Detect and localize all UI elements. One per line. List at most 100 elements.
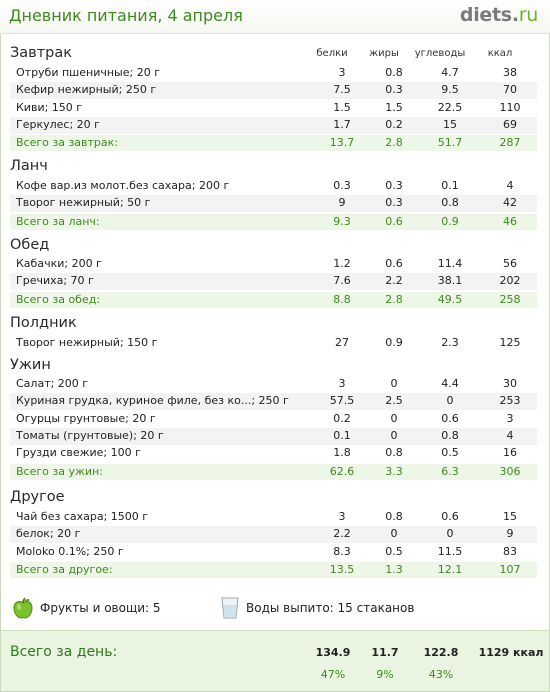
food-fat: 0 — [390, 411, 398, 425]
food-name: Салат; 200 г — [16, 377, 89, 390]
food-row[interactable]: Гречиха; 70 г 7.6 2.2 38.1 202 — [10, 273, 537, 291]
food-kcal: 4 — [506, 428, 514, 442]
food-fat: 0.6 — [385, 257, 403, 270]
food-kcal: 4 — [506, 179, 514, 192]
meal-title-other: Другое — [10, 489, 65, 505]
food-row[interactable]: Кофе вар.из молот.без сахара; 200 г 0.3 0.… — [10, 178, 537, 195]
food-carbs: 0.8 — [441, 196, 459, 210]
meal-total-protein: 62.6 — [329, 464, 355, 478]
column-headers: белки жиры углеводы ккал — [0, 48, 550, 64]
meal-total-row-other: Всего за другое: 13.5 1.3 12.1 107 — [10, 560, 537, 578]
food-carbs: 0.6 — [441, 510, 459, 523]
food-row[interactable]: Чай без сахара; 1500 г 3 0.8 0.6 15 — [10, 509, 537, 526]
food-fat: 0.8 — [385, 510, 403, 523]
meal-total-fat: 3.3 — [385, 464, 403, 478]
food-row[interactable]: Moloko 0.1%; 250 г 8.3 0.5 11.5 83 — [10, 544, 537, 561]
food-carbs: 0 — [446, 394, 454, 408]
food-row[interactable]: Куриная грудка, куриное филе, без ко...;… — [10, 393, 537, 411]
food-carbs: 0 — [446, 527, 454, 541]
food-fat: 0.3 — [385, 179, 403, 192]
food-row[interactable]: белок; 20 г 2.2 0 0 9 — [10, 526, 537, 544]
food-row[interactable]: Томаты (грунтовые); 20 г 0.1 0 0.8 4 — [10, 427, 537, 445]
meal-total-fat: 2.8 — [385, 292, 403, 306]
food-protein: 7.5 — [333, 83, 351, 97]
food-row[interactable]: Отруби пшеничные; 20 г 3 0.8 4.7 38 — [10, 65, 537, 82]
food-kcal: 16 — [503, 446, 517, 460]
meal-total-label: Всего за ланч: — [16, 214, 100, 228]
food-row[interactable]: Кабачки; 200 г 1.2 0.6 11.4 56 — [10, 256, 537, 273]
food-name: Гречиха; 70 г — [16, 274, 94, 288]
food-protein: 3 — [338, 66, 346, 79]
food-kcal: 9 — [506, 527, 514, 541]
food-protein: 2.2 — [333, 527, 351, 541]
food-fat: 0.3 — [385, 83, 403, 97]
day-carbs-percent: 43% — [428, 668, 454, 681]
food-carbs: 0.1 — [441, 179, 459, 192]
day-total-label: Всего за день: — [10, 644, 118, 660]
food-row[interactable]: Салат; 200 г 3 0 4.4 30 — [10, 376, 537, 393]
food-fat: 0.9 — [385, 336, 403, 349]
food-row[interactable]: Кефир нежирный; 250 г 7.5 0.3 9.5 70 — [10, 82, 537, 100]
meal-total-protein: 9.3 — [333, 214, 351, 228]
food-fat: 0.8 — [385, 66, 403, 79]
food-name: Киви; 150 г — [16, 100, 83, 114]
food-protein: 3 — [338, 510, 346, 523]
food-protein: 0.3 — [333, 179, 351, 192]
food-name: Томаты (грунтовые); 20 г — [16, 428, 164, 442]
food-row[interactable]: Творог нежирный; 50 г 9 0.3 0.8 42 — [10, 195, 537, 213]
food-row[interactable]: Творог нежирный; 150 г 27 0.9 2.3 125 — [10, 335, 537, 352]
food-name: Творог нежирный; 150 г — [16, 336, 158, 349]
food-kcal: 30 — [503, 377, 517, 390]
food-protein: 57.5 — [329, 394, 355, 408]
meal-total-row-supper: Всего за ужин: 62.6 3.3 6.3 306 — [10, 462, 537, 480]
logo-tld-text: ru — [518, 4, 539, 26]
day-protein-percent: 47% — [320, 668, 346, 681]
food-carbs: 4.4 — [441, 377, 459, 390]
food-protein: 8.3 — [333, 544, 351, 558]
meal-total-label: Всего за завтрак: — [16, 136, 119, 150]
water-glass-icon — [221, 597, 239, 619]
food-name: Moloko 0.1%; 250 г — [16, 544, 124, 558]
logo-main-text: diets — [459, 4, 512, 26]
food-row[interactable]: Огурцы грунтовые; 20 г 0.2 0 0.6 3 — [10, 411, 537, 428]
food-protein: 3 — [338, 377, 346, 390]
food-name: Творог нежирный; 50 г — [16, 196, 151, 210]
food-protein: 1.7 — [333, 117, 351, 131]
food-row[interactable]: Грузди свежие; 100 г 1.8 0.8 0.5 16 — [10, 445, 537, 462]
page-title: Дневник питания, 4 апреля — [9, 6, 243, 25]
food-fat: 1.5 — [385, 100, 403, 114]
meal-total-kcal: 287 — [499, 136, 521, 150]
food-protein: 1.8 — [333, 446, 351, 460]
food-row[interactable]: Геркулес; 20 г 1.7 0.2 15 69 — [10, 116, 537, 134]
meal-total-protein: 8.8 — [333, 292, 351, 306]
meal-total-carbs: 6.3 — [441, 464, 459, 478]
day-fat-percent: 9% — [376, 668, 394, 681]
meal-total-carbs: 49.5 — [437, 292, 463, 306]
food-name: Кефир нежирный; 250 г — [16, 83, 157, 97]
food-carbs: 4.7 — [441, 66, 459, 79]
meal-total-kcal: 107 — [499, 562, 521, 576]
meal-total-kcal: 46 — [503, 214, 517, 228]
food-fat: 2.5 — [385, 394, 403, 408]
food-name: Огурцы грунтовые; 20 г — [16, 411, 156, 425]
food-carbs: 11.4 — [437, 257, 463, 270]
food-row[interactable]: Киви; 150 г 1.5 1.5 22.5 110 — [10, 100, 537, 117]
day-total-panel: Всего за день: 134.9 11.7 122.8 1129 кка… — [1, 630, 549, 691]
food-kcal: 69 — [503, 117, 517, 131]
food-protein: 0.2 — [333, 411, 351, 425]
meal-title-lunch: Ланч — [10, 158, 48, 174]
meal-total-kcal: 258 — [499, 292, 521, 306]
meal-total-fat: 2.8 — [385, 136, 403, 150]
diets-logo[interactable]: diets.ru — [460, 4, 538, 26]
extras-bar: Фрукты и овощи: 5 Воды выпито: 15 стакан… — [0, 597, 550, 621]
food-fat: 0.5 — [385, 544, 403, 558]
food-name: Отруби пшеничные; 20 г — [16, 66, 160, 79]
food-kcal: 253 — [499, 394, 521, 408]
day-total-carbs: 122.8 — [423, 646, 459, 659]
logo-dot: . — [511, 4, 519, 26]
meal-total-fat: 1.3 — [385, 562, 403, 576]
food-protein: 7.6 — [333, 274, 351, 288]
food-kcal: 3 — [506, 411, 514, 425]
food-fat: 0 — [390, 428, 398, 442]
meal-total-carbs: 51.7 — [437, 136, 463, 150]
